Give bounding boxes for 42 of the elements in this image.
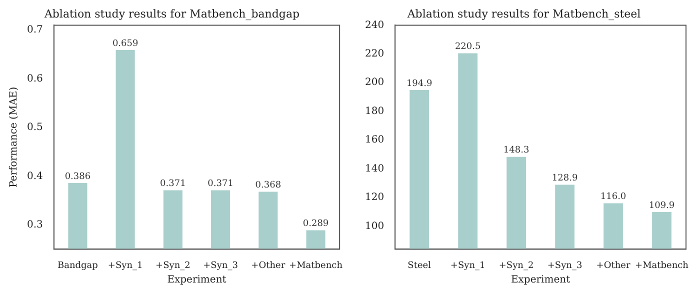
data-label: 148.3: [503, 146, 530, 156]
x-tick-label: +Matbench: [635, 260, 689, 271]
y-tick-label: 200: [364, 77, 384, 88]
chart-title: Ablation study results for Matbench_steel: [406, 7, 642, 20]
x-tick-label: +Matbench: [289, 260, 343, 271]
x-tick-label: Steel: [408, 260, 432, 271]
data-label: 109.9: [648, 200, 675, 211]
y-tick-label: 100: [364, 220, 384, 232]
data-label: 116.0: [600, 192, 626, 202]
x-tick-label: +Other: [251, 260, 286, 271]
data-label: 128.9: [552, 174, 578, 184]
x-tick-label: +Syn_1: [450, 260, 486, 271]
y-tick-label: 180: [364, 106, 384, 117]
x-axis-title: Experiment: [167, 274, 226, 286]
data-label: 0.659: [112, 38, 138, 49]
y-tick-label: 220: [364, 48, 384, 60]
data-label: 0.368: [255, 180, 282, 191]
data-label: 0.386: [64, 172, 91, 182]
x-tick-label: +Syn_3: [203, 260, 238, 271]
data-label: 220.5: [454, 42, 481, 52]
x-tick-label: Bandgap: [57, 260, 98, 271]
y-axis-title: Performance (MAE): [8, 86, 20, 188]
x-tick-label: +Syn_2: [498, 260, 534, 271]
y-tick-label: 160: [364, 134, 384, 146]
x-axis-title: Experiment: [510, 274, 570, 286]
y-tick-label: 0.6: [26, 73, 43, 84]
x-tick-label: +Other: [596, 260, 631, 271]
x-tick-label: +Syn_1: [108, 260, 143, 271]
data-label: 194.9: [406, 78, 432, 89]
y-tick-label: 120: [364, 192, 384, 204]
x-tick-label: +Syn_2: [156, 260, 190, 271]
y-tick-label: 0.5: [26, 122, 43, 134]
y-tick-label: 240: [364, 20, 384, 31]
data-label: 0.289: [302, 219, 329, 230]
y-tick-label: 0.3: [26, 219, 43, 230]
chart-title: Ablation study results for Matbench_bandgap: [43, 7, 300, 20]
data-label: 0.371: [208, 179, 234, 190]
y-tick-label: 0.7: [26, 24, 43, 36]
y-tick-label: 140: [364, 163, 384, 174]
x-tick-label: +Syn_3: [547, 260, 582, 271]
y-tick-label: 0.4: [26, 170, 43, 182]
data-label: 0.371: [160, 179, 186, 190]
